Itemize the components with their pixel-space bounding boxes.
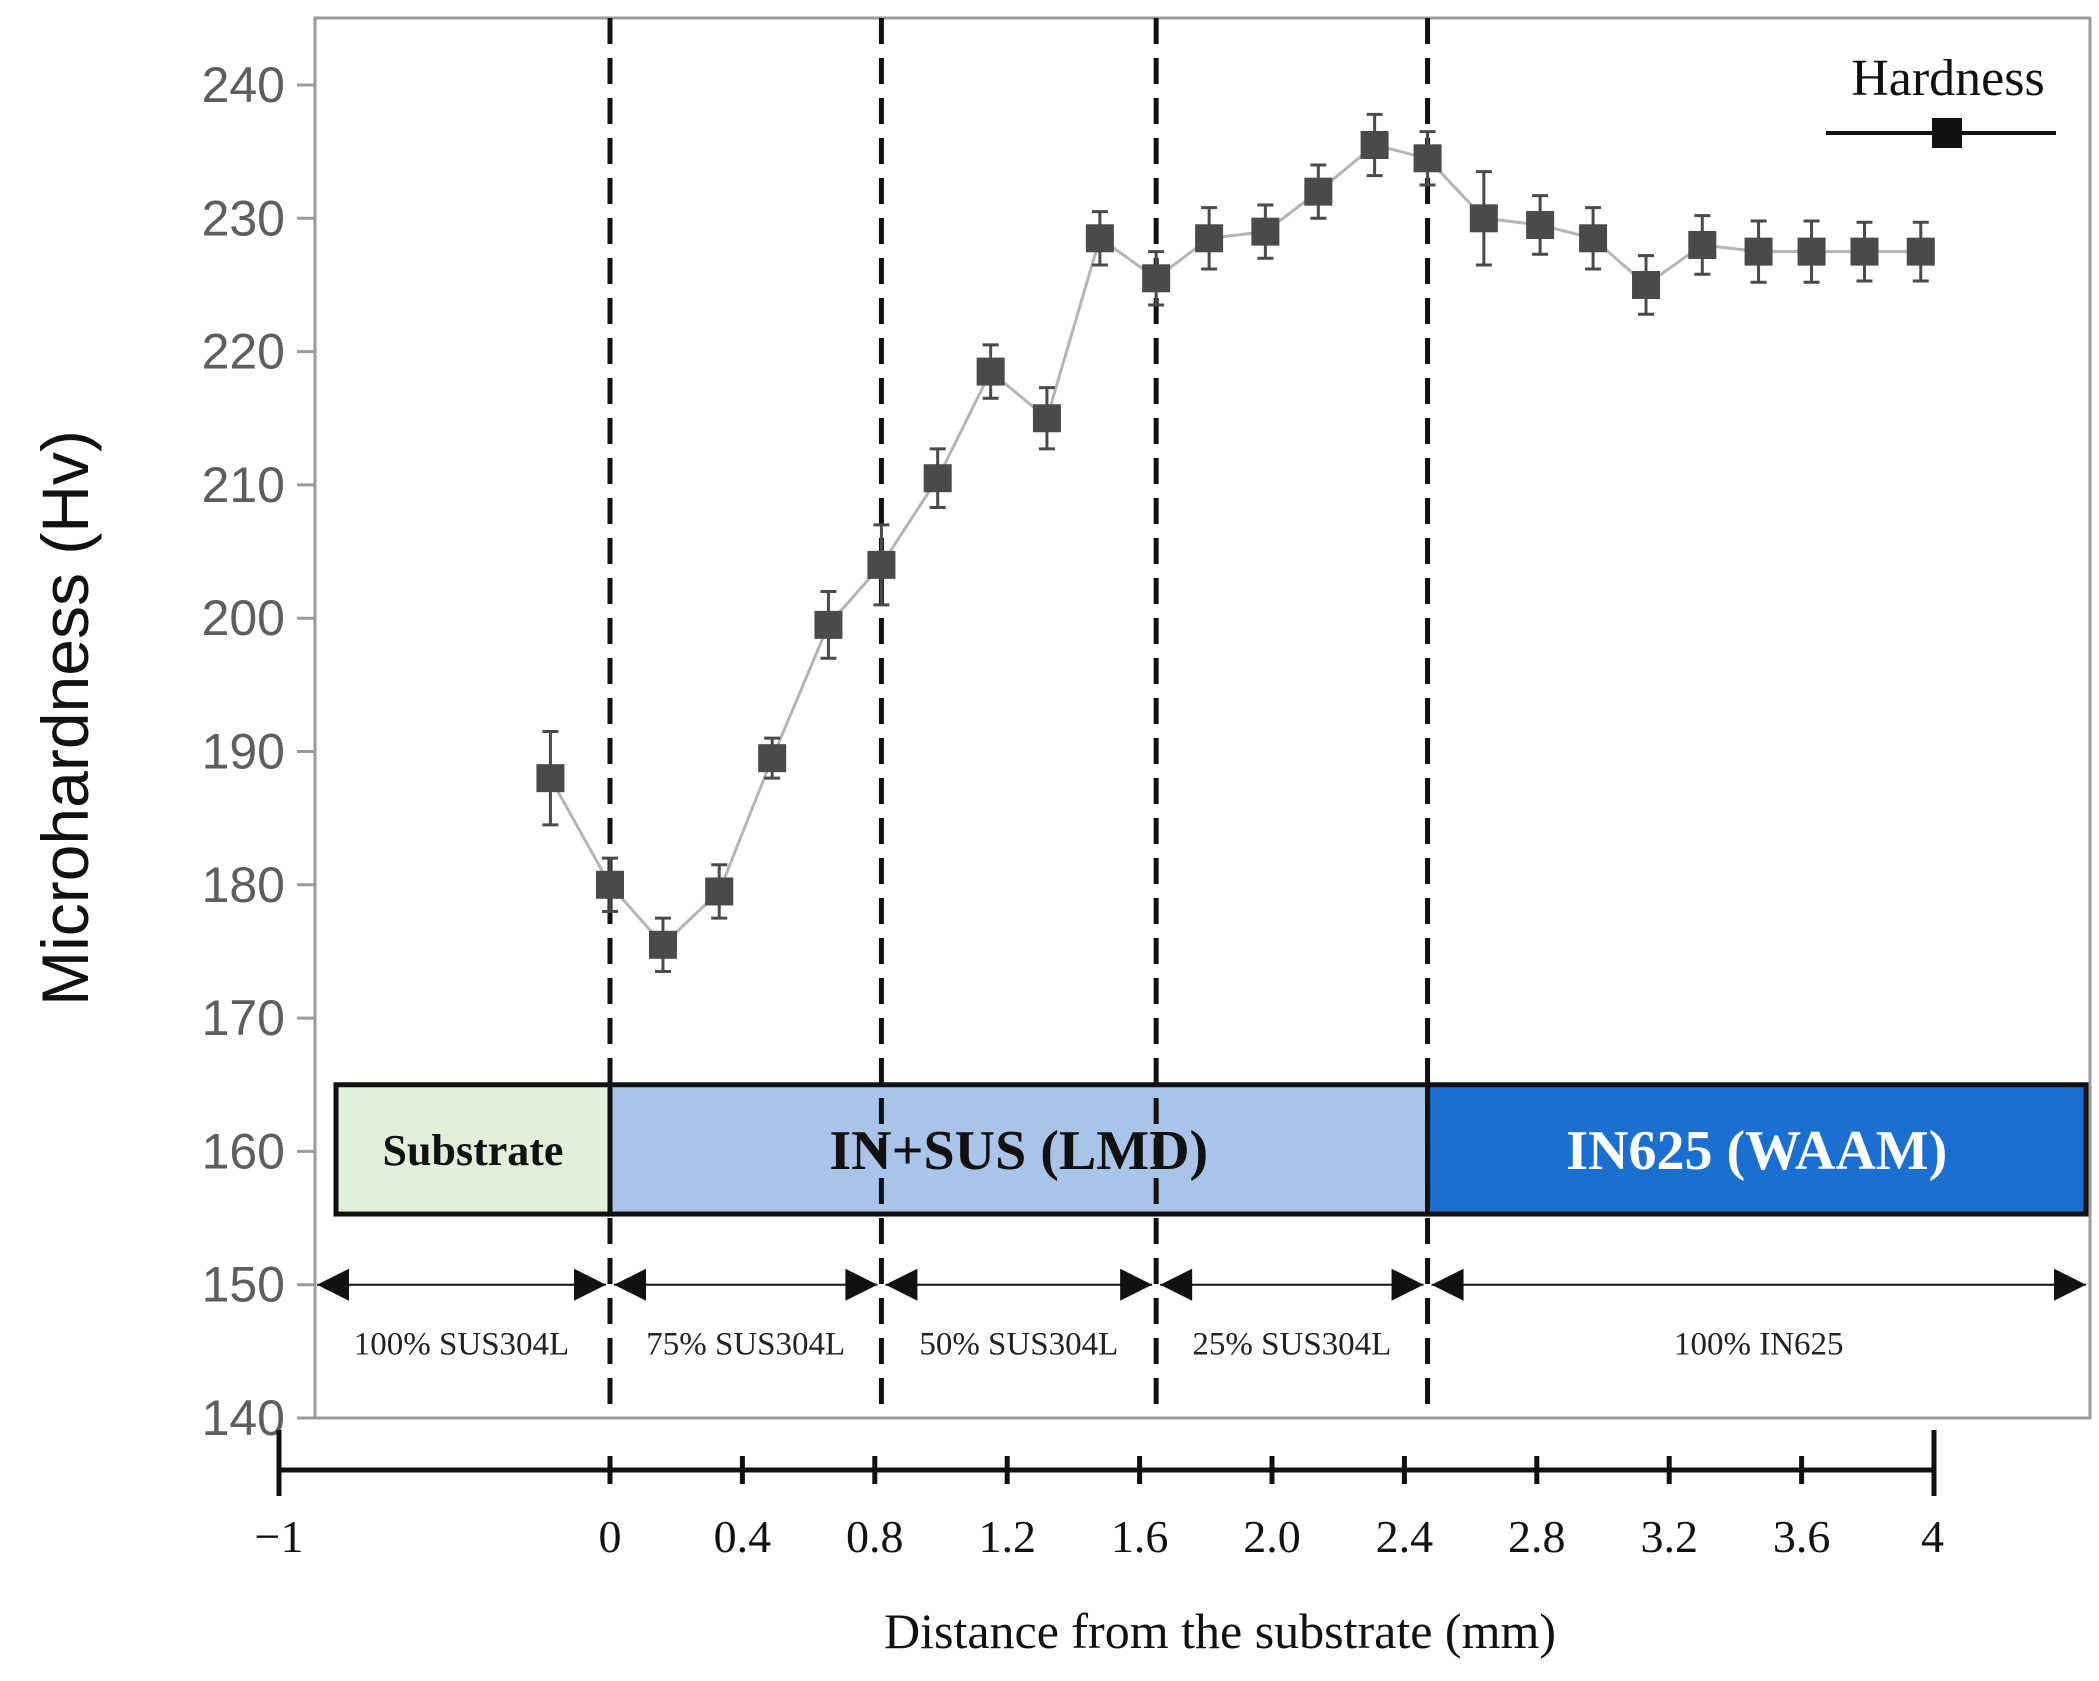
y-axis-label: Microhardness (Hv) [28,430,102,1006]
x-tick-label: 2.8 [1508,1511,1566,1562]
data-point [1688,230,1717,259]
data-point [705,877,734,906]
x-tick-label: −1 [255,1511,304,1562]
data-point [1142,264,1171,293]
data-point [1797,237,1826,266]
y-tick-label: 160 [202,1123,285,1179]
data-point [1413,144,1442,173]
x-axis: −1 0 0.4 0.8 1.2 1.6 2.0 2.4 2.8 3.2 3.6 4 [255,1430,1944,1562]
y-tick-label: 240 [202,57,285,113]
range-arrowhead [2054,1268,2086,1301]
range-label: 50% SUS304L [919,1327,1118,1363]
x-tick-label: 2.4 [1376,1511,1434,1562]
data-point [867,550,896,579]
plot-frame [313,16,2092,1420]
y-tick-label: 150 [202,1257,285,1313]
x-tick-label: 2.0 [1243,1511,1301,1562]
x-tick-label: 0.4 [714,1511,772,1562]
y-tick-label: 200 [202,590,285,646]
range-arrowhead [1160,1268,1193,1301]
series-line [549,143,1921,947]
y-tick-label: 190 [202,724,285,780]
x-tick-label: 4 [1921,1511,1944,1562]
zone-label: IN+SUS (LMD) [829,1120,1208,1182]
x-axis-label: Distance from the substrate (mm) [884,1603,1556,1659]
data-point [536,764,565,793]
range-arrowhead [574,1268,606,1301]
data-point [1526,210,1555,239]
x-tick-label: 1.6 [1111,1511,1169,1562]
data-point [648,930,677,959]
y-tick-label: 230 [202,190,285,246]
zone-rect [1425,1082,2089,1217]
data-point [1744,237,1773,266]
data-point [976,357,1005,386]
data-point [1579,224,1608,253]
data-point [1632,270,1661,299]
range-arrowhead [1120,1268,1153,1301]
y-tick-label: 140 [202,1390,285,1446]
data-point [1251,217,1280,246]
y-tick-label: 170 [202,990,285,1046]
range-arrowhead [885,1268,918,1301]
data-point [1195,224,1224,253]
data-point [1304,177,1333,206]
range-arrowhead [614,1268,646,1301]
composition-ranges: 100% SUS304L 75% SUS304L 50% SUS304L 25% SU… [317,1268,2086,1363]
range-label: 100% IN625 [1674,1327,1844,1363]
data-point [1360,130,1389,159]
data-point [758,744,787,773]
data-point [1085,224,1114,253]
hardness-series [536,112,1935,973]
range-arrowhead [1391,1268,1424,1301]
range-arrowhead [845,1268,878,1301]
range-label: 25% SUS304L [1192,1327,1391,1363]
range-label: 75% SUS304L [646,1327,845,1363]
zone-label: IN625 (WAAM) [1566,1120,1947,1182]
range-label: 100% SUS304L [354,1327,569,1363]
data-point [1469,204,1498,233]
x-tick-label: 0 [599,1511,622,1562]
zone-boundaries [607,18,1431,1418]
x-tick-label: 1.2 [978,1511,1036,1562]
zone-rect [333,1082,613,1217]
y-tick-label: 220 [202,324,285,380]
zone-bar: Substrate IN+SUS (LMD) IN625 (WAAM) [333,1082,2089,1217]
legend-marker [1932,118,1962,148]
y-tick-label: 180 [202,857,285,913]
data-point [923,464,952,493]
legend-label: Hardness [1851,50,2045,107]
x-tick-label: 3.6 [1773,1511,1831,1562]
zone-label: Substrate [383,1126,564,1175]
data-point [1032,404,1061,433]
y-axis: 140 150 160 170 180 190 200 210 220 230 240 [202,57,315,1446]
data-point [596,870,624,899]
range-arrowhead [317,1268,349,1301]
data-point [1850,237,1879,266]
legend: Hardness [1826,50,2056,148]
range-arrowhead [1431,1268,1464,1301]
x-tick-label: 0.8 [846,1511,904,1562]
data-point [814,610,843,639]
data-point [1906,237,1935,266]
y-tick-label: 210 [202,457,285,513]
x-tick-label: 3.2 [1640,1511,1698,1562]
